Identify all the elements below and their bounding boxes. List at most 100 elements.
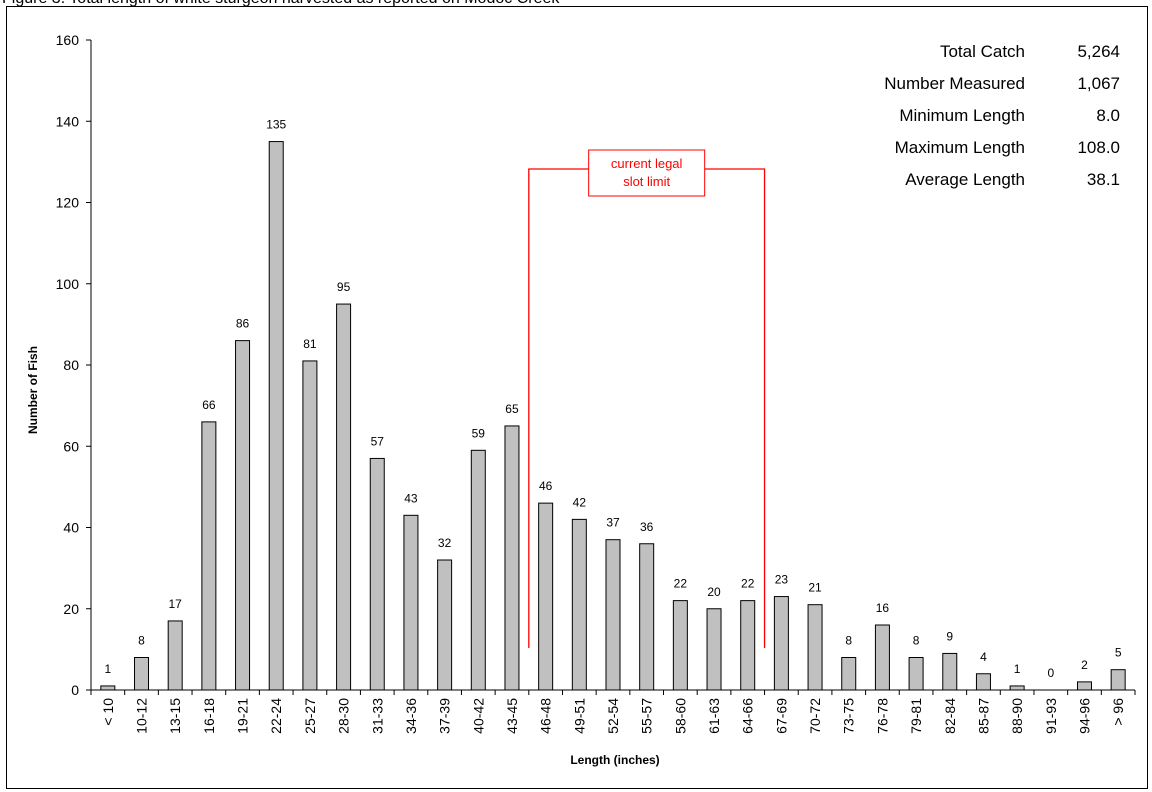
data-label: 86 [236, 317, 250, 331]
y-tick-label: 80 [63, 357, 79, 373]
bar [942, 652, 958, 691]
x-tick-label: 28-30 [336, 698, 352, 734]
bar [1110, 669, 1126, 691]
bar [403, 514, 419, 691]
bar [504, 425, 520, 691]
x-tick-label: 85-87 [975, 698, 991, 734]
y-tick-label: 100 [56, 276, 80, 292]
data-label: 22 [674, 577, 688, 591]
x-tick-label: 13-15 [167, 698, 183, 734]
stat-value: 5,264 [1077, 42, 1120, 61]
bar [437, 559, 453, 691]
x-tick-label: < 10 [100, 698, 116, 726]
data-label: 81 [303, 337, 317, 351]
bar [167, 620, 183, 691]
y-tick-label: 140 [56, 113, 80, 129]
stat-value: 1,067 [1077, 74, 1120, 93]
y-tick-label: 40 [63, 520, 79, 536]
bar [235, 340, 251, 691]
data-label: 8 [913, 634, 920, 648]
bar [571, 518, 587, 691]
x-tick-label: 73-75 [841, 698, 857, 734]
x-tick-label: 49-51 [571, 698, 587, 734]
stat-value: 108.0 [1077, 138, 1120, 157]
slot-limit-label: slot limit [623, 174, 670, 189]
x-tick-label: 91-93 [1043, 698, 1059, 734]
x-axis: < 10 10-12 13-15 16-18 19-21 22-24 25-27 28-30 3… [90, 689, 1136, 734]
bar [639, 543, 655, 691]
data-label: 42 [573, 495, 587, 509]
x-tick-label: 40-42 [470, 698, 486, 734]
x-tick-label: 34-36 [403, 698, 419, 734]
data-label: 43 [404, 491, 418, 505]
stat-label: Average Length [905, 170, 1025, 189]
bar [134, 657, 150, 691]
x-tick-label: 61-63 [706, 698, 722, 734]
bar [672, 600, 688, 691]
stat-label: Maximum Length [895, 138, 1025, 157]
y-axis: 0 20 40 60 80 100 120 140 160 [56, 32, 92, 698]
slot-limit-annotation: current legal slot limit [528, 149, 766, 648]
bar [740, 600, 756, 691]
x-tick-label: 22-24 [268, 698, 284, 734]
stat-value: 38.1 [1087, 170, 1120, 189]
chart-frame [6, 6, 1148, 789]
x-tick-label: 10-12 [134, 698, 150, 734]
data-label: 4 [980, 650, 987, 664]
y-axis-title: Number of Fish [26, 346, 40, 434]
bar [841, 657, 857, 691]
figure-caption: Figure 3. Total length of white sturgeon… [2, 0, 559, 8]
data-label: 65 [505, 402, 519, 416]
stat-label: Minimum Length [899, 106, 1025, 125]
data-label: 9 [946, 629, 953, 643]
bar [268, 141, 284, 691]
data-label: 22 [741, 577, 755, 591]
data-label: 8 [138, 634, 145, 648]
x-tick-label: 58-60 [672, 698, 688, 734]
data-label: 0 [1047, 666, 1054, 680]
stat-value: 8.0 [1096, 106, 1120, 125]
y-tick-label: 120 [56, 195, 80, 211]
slot-limit-label: current legal [611, 156, 683, 171]
x-tick-label: 55-57 [639, 698, 655, 734]
x-tick-label: 16-18 [201, 698, 217, 734]
data-label: 46 [539, 479, 553, 493]
data-label: 8 [845, 634, 852, 648]
bar [908, 657, 924, 691]
summary-stats: Total Catch 5,264 Number Measured 1,067 Mini… [884, 42, 1120, 189]
x-tick-label: 67-69 [773, 698, 789, 734]
x-tick-label: 64-66 [740, 698, 756, 734]
x-tick-label: 19-21 [235, 698, 251, 734]
data-label: 95 [337, 280, 351, 294]
bar [336, 303, 352, 691]
data-label: 23 [775, 573, 789, 587]
bar [706, 608, 722, 691]
x-tick-label: 82-84 [942, 698, 958, 734]
bar [773, 596, 789, 691]
data-label: 17 [169, 597, 183, 611]
bar [605, 539, 621, 691]
bar [100, 685, 116, 691]
data-label: 135 [266, 118, 286, 132]
x-tick-label: 37-39 [437, 698, 453, 734]
data-label: 1 [1014, 662, 1021, 676]
x-tick-label: 79-81 [908, 698, 924, 734]
x-tick-label: 88-90 [1009, 698, 1025, 734]
data-label: 1 [104, 662, 111, 676]
bar [807, 604, 823, 691]
x-tick-label: 94-96 [1076, 698, 1092, 734]
data-label: 20 [707, 585, 721, 599]
x-tick-label: 25-27 [302, 698, 318, 734]
x-tick-label: 76-78 [874, 698, 890, 734]
stat-label: Total Catch [940, 42, 1025, 61]
data-label: 2 [1081, 658, 1088, 672]
x-tick-label: 31-33 [369, 698, 385, 734]
bar [538, 502, 554, 691]
bar [369, 457, 385, 691]
data-label: 59 [472, 426, 486, 440]
y-tick-label: 60 [63, 438, 79, 454]
y-tick-label: 0 [71, 682, 79, 698]
x-tick-label: 46-48 [538, 698, 554, 734]
